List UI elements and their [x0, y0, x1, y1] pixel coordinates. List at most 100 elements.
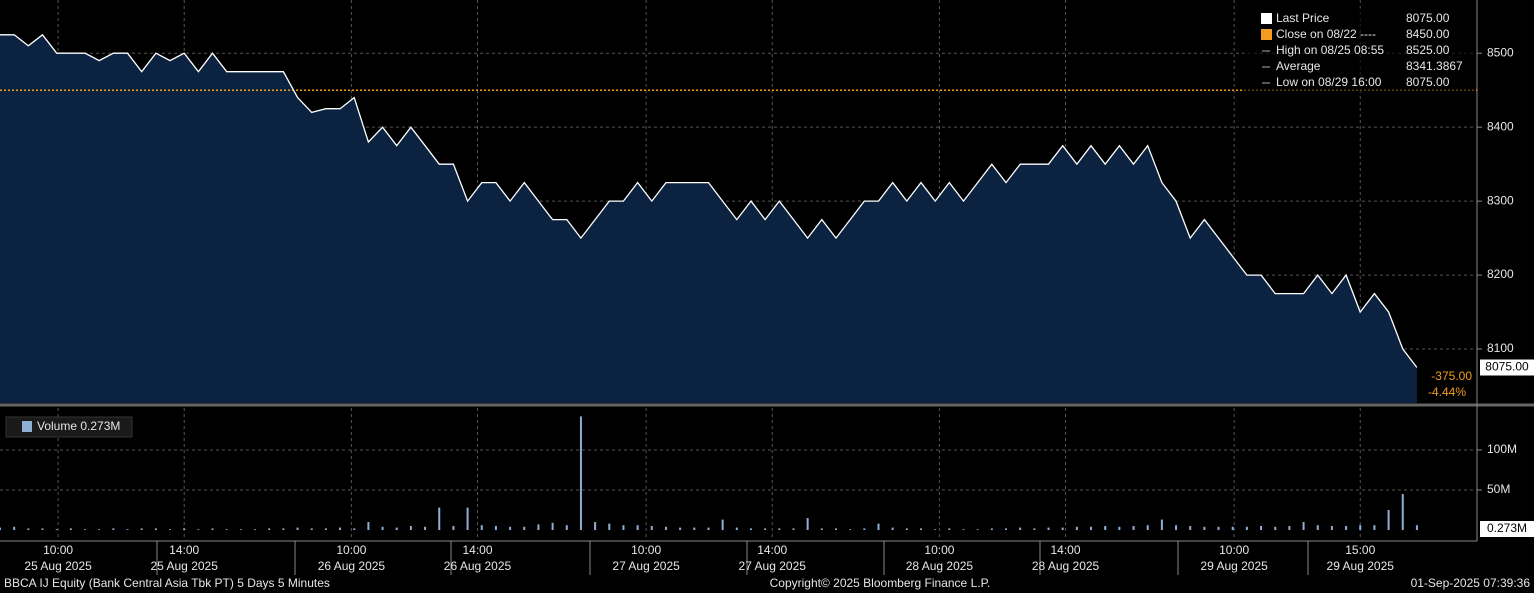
volume-bar [792, 528, 795, 530]
legend-swatch [1261, 13, 1272, 24]
volume-bar [1189, 526, 1192, 530]
volume-bar [1217, 526, 1220, 530]
y-tick-label: 100M [1487, 442, 1517, 456]
volume-bar [310, 528, 313, 530]
x-tick-label: 15:00 [1345, 543, 1375, 557]
volume-bar [934, 529, 937, 530]
volume-bar [494, 526, 497, 530]
x-tick-label: 10:00 [1219, 543, 1249, 557]
volume-bar [268, 528, 271, 530]
volume-last-box [1480, 521, 1534, 537]
volume-bar [395, 527, 398, 530]
volume-bar [976, 529, 979, 530]
volume-bar [721, 519, 724, 530]
volume-bar [126, 529, 129, 530]
volume-bar [1061, 527, 1064, 530]
legend-value: 8341.3867 [1406, 59, 1463, 73]
footer-center: Copyright© 2025 Bloomberg Finance L.P. [770, 576, 991, 590]
volume-bar [707, 527, 710, 530]
x-tick-label: 14:00 [757, 543, 787, 557]
x-tick-label: 14:00 [462, 543, 492, 557]
volume-bar [1075, 526, 1078, 530]
volume-bar [1175, 525, 1178, 530]
volume-bar [806, 518, 809, 530]
volume-bar [239, 529, 242, 530]
legend-bg [1244, 8, 1476, 92]
volume-bar [905, 528, 908, 530]
legend-label: Close on 08/22 ---- [1276, 27, 1376, 41]
volume-bar [1132, 526, 1135, 530]
volume-bar [778, 528, 781, 530]
volume-bar [381, 526, 384, 530]
volume-bar [367, 522, 370, 530]
volume-bar [1345, 526, 1348, 530]
volume-bar [693, 527, 696, 530]
x-tick-date: 27 Aug 2025 [612, 559, 680, 573]
change-pct-label: -4.44% [1428, 385, 1466, 399]
volume-bar [1033, 528, 1036, 530]
volume-bar [69, 528, 72, 530]
volume-bar [990, 528, 993, 530]
volume-bar [438, 507, 441, 530]
volume-bar [424, 526, 427, 530]
x-tick-date: 25 Aug 2025 [150, 559, 218, 573]
volume-bar [1373, 525, 1376, 530]
volume-bar [764, 528, 767, 530]
volume-bar [679, 527, 682, 530]
volume-bar [1019, 527, 1022, 530]
volume-bar [962, 529, 965, 530]
price-line [0, 33, 1418, 368]
volume-bar [84, 529, 87, 530]
volume-bar [13, 526, 16, 530]
legend-label: Average [1276, 59, 1321, 73]
volume-bar [41, 528, 44, 530]
volume-bar [466, 507, 469, 530]
volume-bar [324, 528, 327, 530]
legend-value: 8450.00 [1406, 27, 1450, 41]
volume-swatch [22, 421, 32, 432]
volume-legend: Volume 0.273M [37, 419, 120, 433]
volume-bar [509, 526, 512, 530]
volume-bar [948, 528, 951, 530]
volume-bar [98, 529, 101, 530]
volume-bar [1146, 525, 1149, 530]
volume-bar [282, 528, 285, 530]
volume-bar [1245, 526, 1248, 530]
volume-bar [480, 525, 483, 530]
x-tick-date: 26 Aug 2025 [444, 559, 512, 573]
x-tick-label: 10:00 [631, 543, 661, 557]
volume-bar [1005, 528, 1008, 530]
volume-bar [1330, 526, 1333, 530]
last-price-box [1480, 359, 1534, 376]
volume-bar [169, 529, 172, 530]
legend-value: 8075.00 [1406, 11, 1450, 25]
volume-bar [1260, 526, 1263, 530]
volume-bar [523, 526, 526, 530]
volume-bar [891, 527, 894, 530]
volume-bar [551, 522, 554, 530]
volume-bar [254, 529, 257, 530]
volume-bar [27, 528, 30, 530]
volume-bar [735, 527, 738, 530]
volume-bar [1302, 522, 1305, 530]
volume-bar [594, 522, 597, 530]
volume-last-label: 0.273M [1487, 521, 1527, 535]
x-tick-date: 29 Aug 2025 [1327, 559, 1395, 573]
volume-bar [1316, 525, 1319, 530]
legend-value: 8075.00 [1406, 75, 1450, 89]
volume-bar [1104, 526, 1107, 530]
volume-bar [834, 528, 837, 530]
legend-label: Low on 08/29 16:00 [1276, 75, 1382, 89]
volume-bar [112, 528, 115, 530]
volume-bar [636, 525, 639, 530]
volume-bar [849, 529, 852, 530]
x-tick-date: 28 Aug 2025 [906, 559, 974, 573]
volume-bar [140, 528, 143, 530]
x-tick-label: 14:00 [1051, 543, 1081, 557]
x-tick-date: 27 Aug 2025 [739, 559, 807, 573]
y-tick-label: 8500 [1487, 45, 1514, 59]
volume-bar [1359, 525, 1362, 530]
volume-bar [1203, 526, 1206, 530]
volume-bar [1047, 527, 1050, 530]
